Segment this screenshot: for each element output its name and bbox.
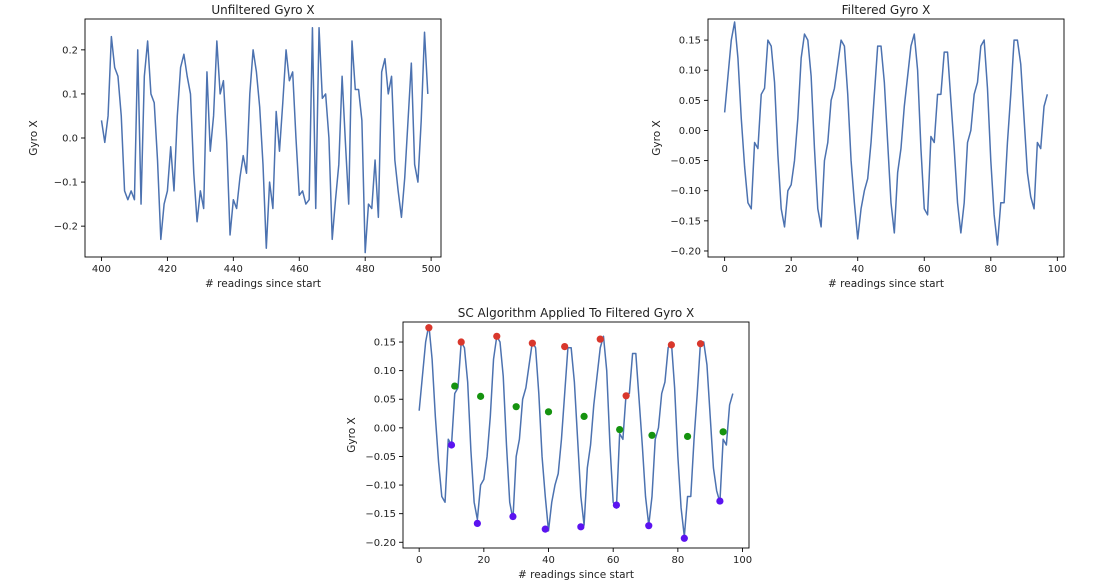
sc-y-tick-label: 0.00 [374, 423, 396, 434]
sc-axes-frame [402, 321, 750, 549]
filtered-x-tick-label: 80 [984, 264, 997, 275]
filtered-y-tick-label: −0.10 [670, 186, 701, 197]
filtered-y-tick-label: −0.05 [670, 156, 701, 167]
sc-midpoints-marker [451, 382, 459, 390]
unfiltered-x-axis-label: # readings since start [205, 278, 321, 290]
sc-midpoints-marker [544, 408, 553, 416]
sc-troughs-marker [612, 501, 621, 509]
sc-midpoints-marker [512, 403, 520, 411]
sc-midpoints-marker [719, 428, 727, 436]
filtered-y-tick-label: 0.00 [679, 126, 701, 137]
unfiltered-y-tick-label: 0.0 [62, 134, 78, 145]
sc-x-tick-label: 100 [733, 555, 752, 566]
filtered-y-tick-label: 0.05 [679, 96, 701, 107]
sc-x-tick-label: 20 [477, 555, 490, 566]
unfiltered-series-line [100, 27, 429, 254]
sc-peaks-marker [457, 338, 465, 346]
unfiltered-x-tick-label: 400 [92, 264, 111, 275]
sc-x-tick-label: 40 [542, 555, 555, 566]
unfiltered-y-tick-label: −0.2 [54, 222, 78, 233]
filtered-x-tick-label: 20 [785, 264, 798, 275]
sc-troughs-marker [473, 519, 481, 527]
sc-peaks-marker [561, 343, 569, 351]
sc-troughs-marker [645, 522, 653, 530]
sc-troughs-marker [509, 512, 517, 521]
sc-midpoints-marker [683, 432, 692, 441]
sc-y-tick-label: −0.20 [365, 538, 396, 549]
unfiltered-x-tick-label: 460 [290, 264, 309, 275]
filtered-x-tick-label: 60 [918, 264, 931, 275]
filtered-y-tick-label: 0.15 [679, 36, 701, 47]
sc-panel: SC Algorithm Applied To Filtered Gyro X … [346, 306, 752, 581]
unfiltered-x-tick-label: 480 [356, 264, 375, 275]
unfiltered-plot-area: 400 420 440 460 480 500 −0.2 −0.1 0.0 0.1 0.2 [54, 18, 442, 275]
sc-troughs-marker [716, 497, 724, 505]
sc-y-axis-label: Gyro X [346, 417, 358, 452]
filtered-axes-frame [707, 18, 1065, 258]
sc-series-line [418, 324, 734, 538]
sc-peaks-marker [425, 324, 433, 332]
sc-midpoints-marker [477, 392, 485, 400]
sc-midpoints-marker [580, 412, 588, 421]
sc-peaks-marker [596, 335, 604, 343]
sc-y-tick-label: −0.10 [365, 481, 396, 492]
sc-midpoints-marker [648, 431, 656, 439]
sc-peaks-marker [528, 339, 536, 347]
unfiltered-y-tick-label: 0.1 [62, 89, 78, 100]
filtered-y-tick-label: −0.20 [670, 246, 701, 257]
filtered-x-axis-label: # readings since start [828, 278, 944, 290]
sc-troughs-marker [447, 441, 456, 449]
filtered-y-tick-label: 0.10 [679, 66, 701, 77]
unfiltered-y-tick-label: −0.1 [54, 178, 78, 189]
unfiltered-title: Unfiltered Gyro X [211, 3, 314, 17]
unfiltered-y-tick-label: 0.2 [62, 45, 78, 56]
filtered-y-tick-label: −0.15 [670, 216, 701, 227]
filtered-panel: Filtered Gyro X 0 20 40 60 80 100 −0.20 −0.15 −0… [651, 3, 1067, 290]
filtered-y-axis-label: Gyro X [651, 120, 663, 155]
sc-y-tick-label: −0.15 [365, 509, 396, 520]
sc-troughs-marker [680, 534, 688, 542]
sc-y-tick-label: 0.15 [374, 338, 396, 349]
filtered-title: Filtered Gyro X [842, 3, 931, 17]
sc-plot-area: 0 20 40 60 80 100 −0.20 −0.15 −0.10 −0.05 0.00 0.05… [365, 321, 752, 566]
sc-peaks-marker [493, 332, 501, 340]
sc-troughs-marker [541, 525, 549, 533]
unfiltered-x-tick-label: 500 [422, 264, 441, 275]
sc-troughs-marker [577, 523, 585, 531]
sc-y-tick-label: 0.10 [374, 366, 396, 377]
sc-peaks-marker [667, 341, 675, 349]
unfiltered-x-tick-label: 440 [224, 264, 243, 275]
unfiltered-y-axis-label: Gyro X [28, 120, 40, 155]
filtered-series-line [723, 21, 1049, 246]
sc-title: SC Algorithm Applied To Filtered Gyro X [458, 306, 694, 320]
sc-x-axis-label: # readings since start [518, 569, 634, 581]
sc-y-tick-label: 0.05 [374, 395, 396, 406]
sc-y-tick-label: −0.05 [365, 452, 396, 463]
sc-x-tick-label: 80 [671, 555, 684, 566]
sc-midpoints-marker [616, 425, 624, 434]
filtered-x-tick-label: 40 [851, 264, 864, 275]
sc-x-tick-label: 0 [416, 555, 422, 566]
filtered-x-tick-label: 0 [721, 264, 727, 275]
unfiltered-panel: Unfiltered Gyro X 400 420 440 460 480 500 −0.2… [28, 3, 442, 290]
sc-x-tick-label: 60 [607, 555, 620, 566]
unfiltered-x-tick-label: 420 [158, 264, 177, 275]
filtered-plot-area: 0 20 40 60 80 100 −0.20 −0.15 −0.10 −0.05 0.00 0.05… [670, 18, 1067, 275]
sc-peaks-marker [696, 340, 705, 348]
sc-peaks-marker [622, 392, 630, 400]
filtered-x-tick-label: 100 [1048, 264, 1067, 275]
